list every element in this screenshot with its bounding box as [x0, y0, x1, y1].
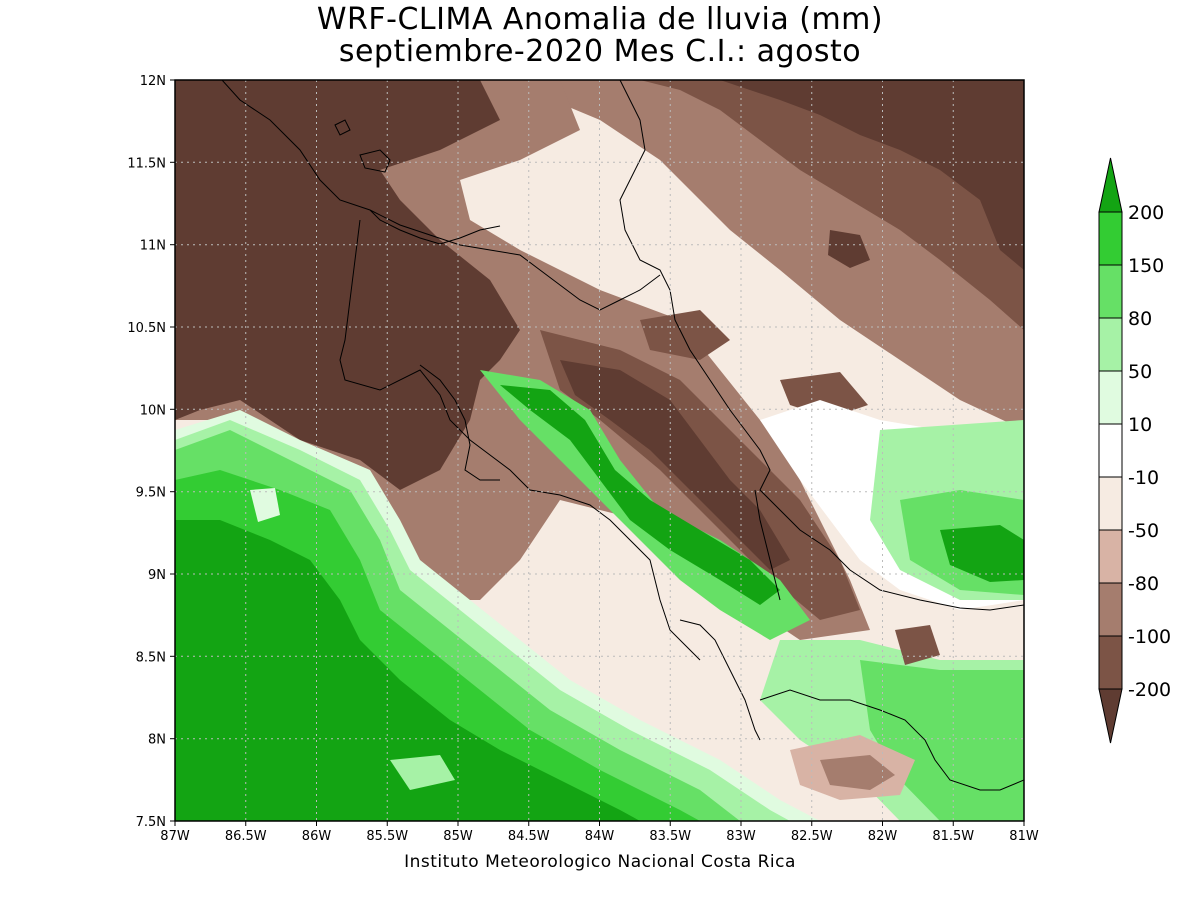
nicoya-peninsula: [419, 364, 500, 481]
se-dry-pocket-core: [820, 755, 895, 790]
credit-text: Instituto Meteorologico Nacional Costa R…: [404, 852, 796, 872]
ne-dry-darkest: [720, 80, 1024, 270]
colorbar-swatch: [1098, 264, 1123, 319]
colorbar-swatch: [1098, 370, 1123, 425]
nicaragua-lake-shore: [369, 209, 501, 245]
map-title-line-1: WRF-CLIMA Anomalia de lluvia (mm): [316, 2, 884, 37]
colorbar-swatch: [1098, 529, 1123, 584]
coastline-layer: [221, 80, 1024, 791]
y-tick-label: 9.5N: [136, 486, 166, 501]
colorbar-swatch: [1098, 635, 1123, 690]
colorbar-swatch: [1098, 476, 1123, 531]
colorbar-label: -10: [1128, 467, 1159, 489]
colorbar-label: 80: [1128, 308, 1152, 330]
x-tick-label: 81.5W: [932, 829, 974, 844]
colorbar-label: 10: [1128, 414, 1152, 436]
x-tick-label: 84W: [585, 829, 615, 844]
map-title-line-2: septiembre-2020 Mes C.I.: agosto: [338, 34, 862, 69]
small-island: [334, 119, 351, 136]
x-tick-label: 85W: [443, 829, 473, 844]
x-tick-label: 87W: [160, 829, 190, 844]
x-tick-label: 82.5W: [791, 829, 833, 844]
sw-wet-dark: [175, 520, 640, 821]
y-tick-labels: 12N 11.5N 11N 10.5N 10N 9.5N 9N 8.5N 8N …: [127, 74, 166, 830]
y-tick-label: 12N: [140, 74, 166, 89]
y-tick-label: 11N: [140, 239, 166, 254]
central-wet-core: [500, 385, 780, 605]
tick-marks: [170, 79, 1025, 826]
ne-dry-spot: [828, 230, 870, 268]
x-tick-label: 81W: [1009, 829, 1039, 844]
colorbar-top-arrow: [1098, 157, 1123, 213]
colorbar-bottom-arrow: [1098, 688, 1123, 744]
x-tick-label: 82W: [868, 829, 898, 844]
panama-south-coast: [759, 689, 1024, 791]
east-wet-dark: [940, 525, 1024, 582]
colorbar-label: -50: [1128, 520, 1159, 542]
colorbar-label: -200: [1128, 679, 1171, 701]
y-tick-label: 9N: [148, 568, 166, 583]
sw-pale-spot: [250, 488, 280, 522]
y-tick-label: 10N: [140, 403, 166, 418]
sw-pale-spot-2: [390, 755, 455, 790]
colorbar-swatch: [1098, 582, 1123, 637]
colorbar-swatch: [1098, 423, 1123, 478]
border-line: [754, 489, 781, 601]
colorbar-swatch: [1098, 317, 1123, 372]
x-tick-label: 85.5W: [366, 829, 408, 844]
x-tick-labels: 87W 86.5W 86W 85.5W 85W 84.5W 84W 83.5W …: [160, 829, 1039, 844]
x-tick-label: 86W: [302, 829, 332, 844]
y-tick-label: 8N: [148, 733, 166, 748]
x-tick-label: 83.5W: [649, 829, 691, 844]
colorbar-label: -80: [1128, 573, 1159, 595]
y-tick-label: 11.5N: [127, 156, 166, 171]
x-tick-label: 86.5W: [225, 829, 267, 844]
x-tick-label: 84.5W: [508, 829, 550, 844]
osa-peninsula: [679, 619, 761, 741]
colorbar-labels: 200 150 80 50 10 -10 -50 -80 -100 -200: [1128, 202, 1171, 701]
x-tick-label: 83W: [726, 829, 756, 844]
se-dry-spot: [895, 625, 940, 665]
caribbean-coast: [619, 80, 1024, 611]
colorbar: 200 150 80 50 10 -10 -50 -80 -100 -200: [1098, 157, 1171, 744]
colorbar-label: 150: [1128, 255, 1164, 277]
y-tick-label: 10.5N: [127, 321, 166, 336]
colorbar-label: 200: [1128, 202, 1164, 224]
colorbar-label: -100: [1128, 626, 1171, 648]
nw-coast: [339, 219, 701, 661]
anomaly-field: [175, 80, 1024, 821]
y-tick-label: 7.5N: [136, 815, 166, 830]
y-tick-label: 8.5N: [136, 650, 166, 665]
colorbar-swatch: [1098, 211, 1123, 266]
central-dry-dark: [560, 360, 790, 570]
mid-dry-pocket: [640, 310, 730, 360]
colorbar-label: 50: [1128, 361, 1152, 383]
